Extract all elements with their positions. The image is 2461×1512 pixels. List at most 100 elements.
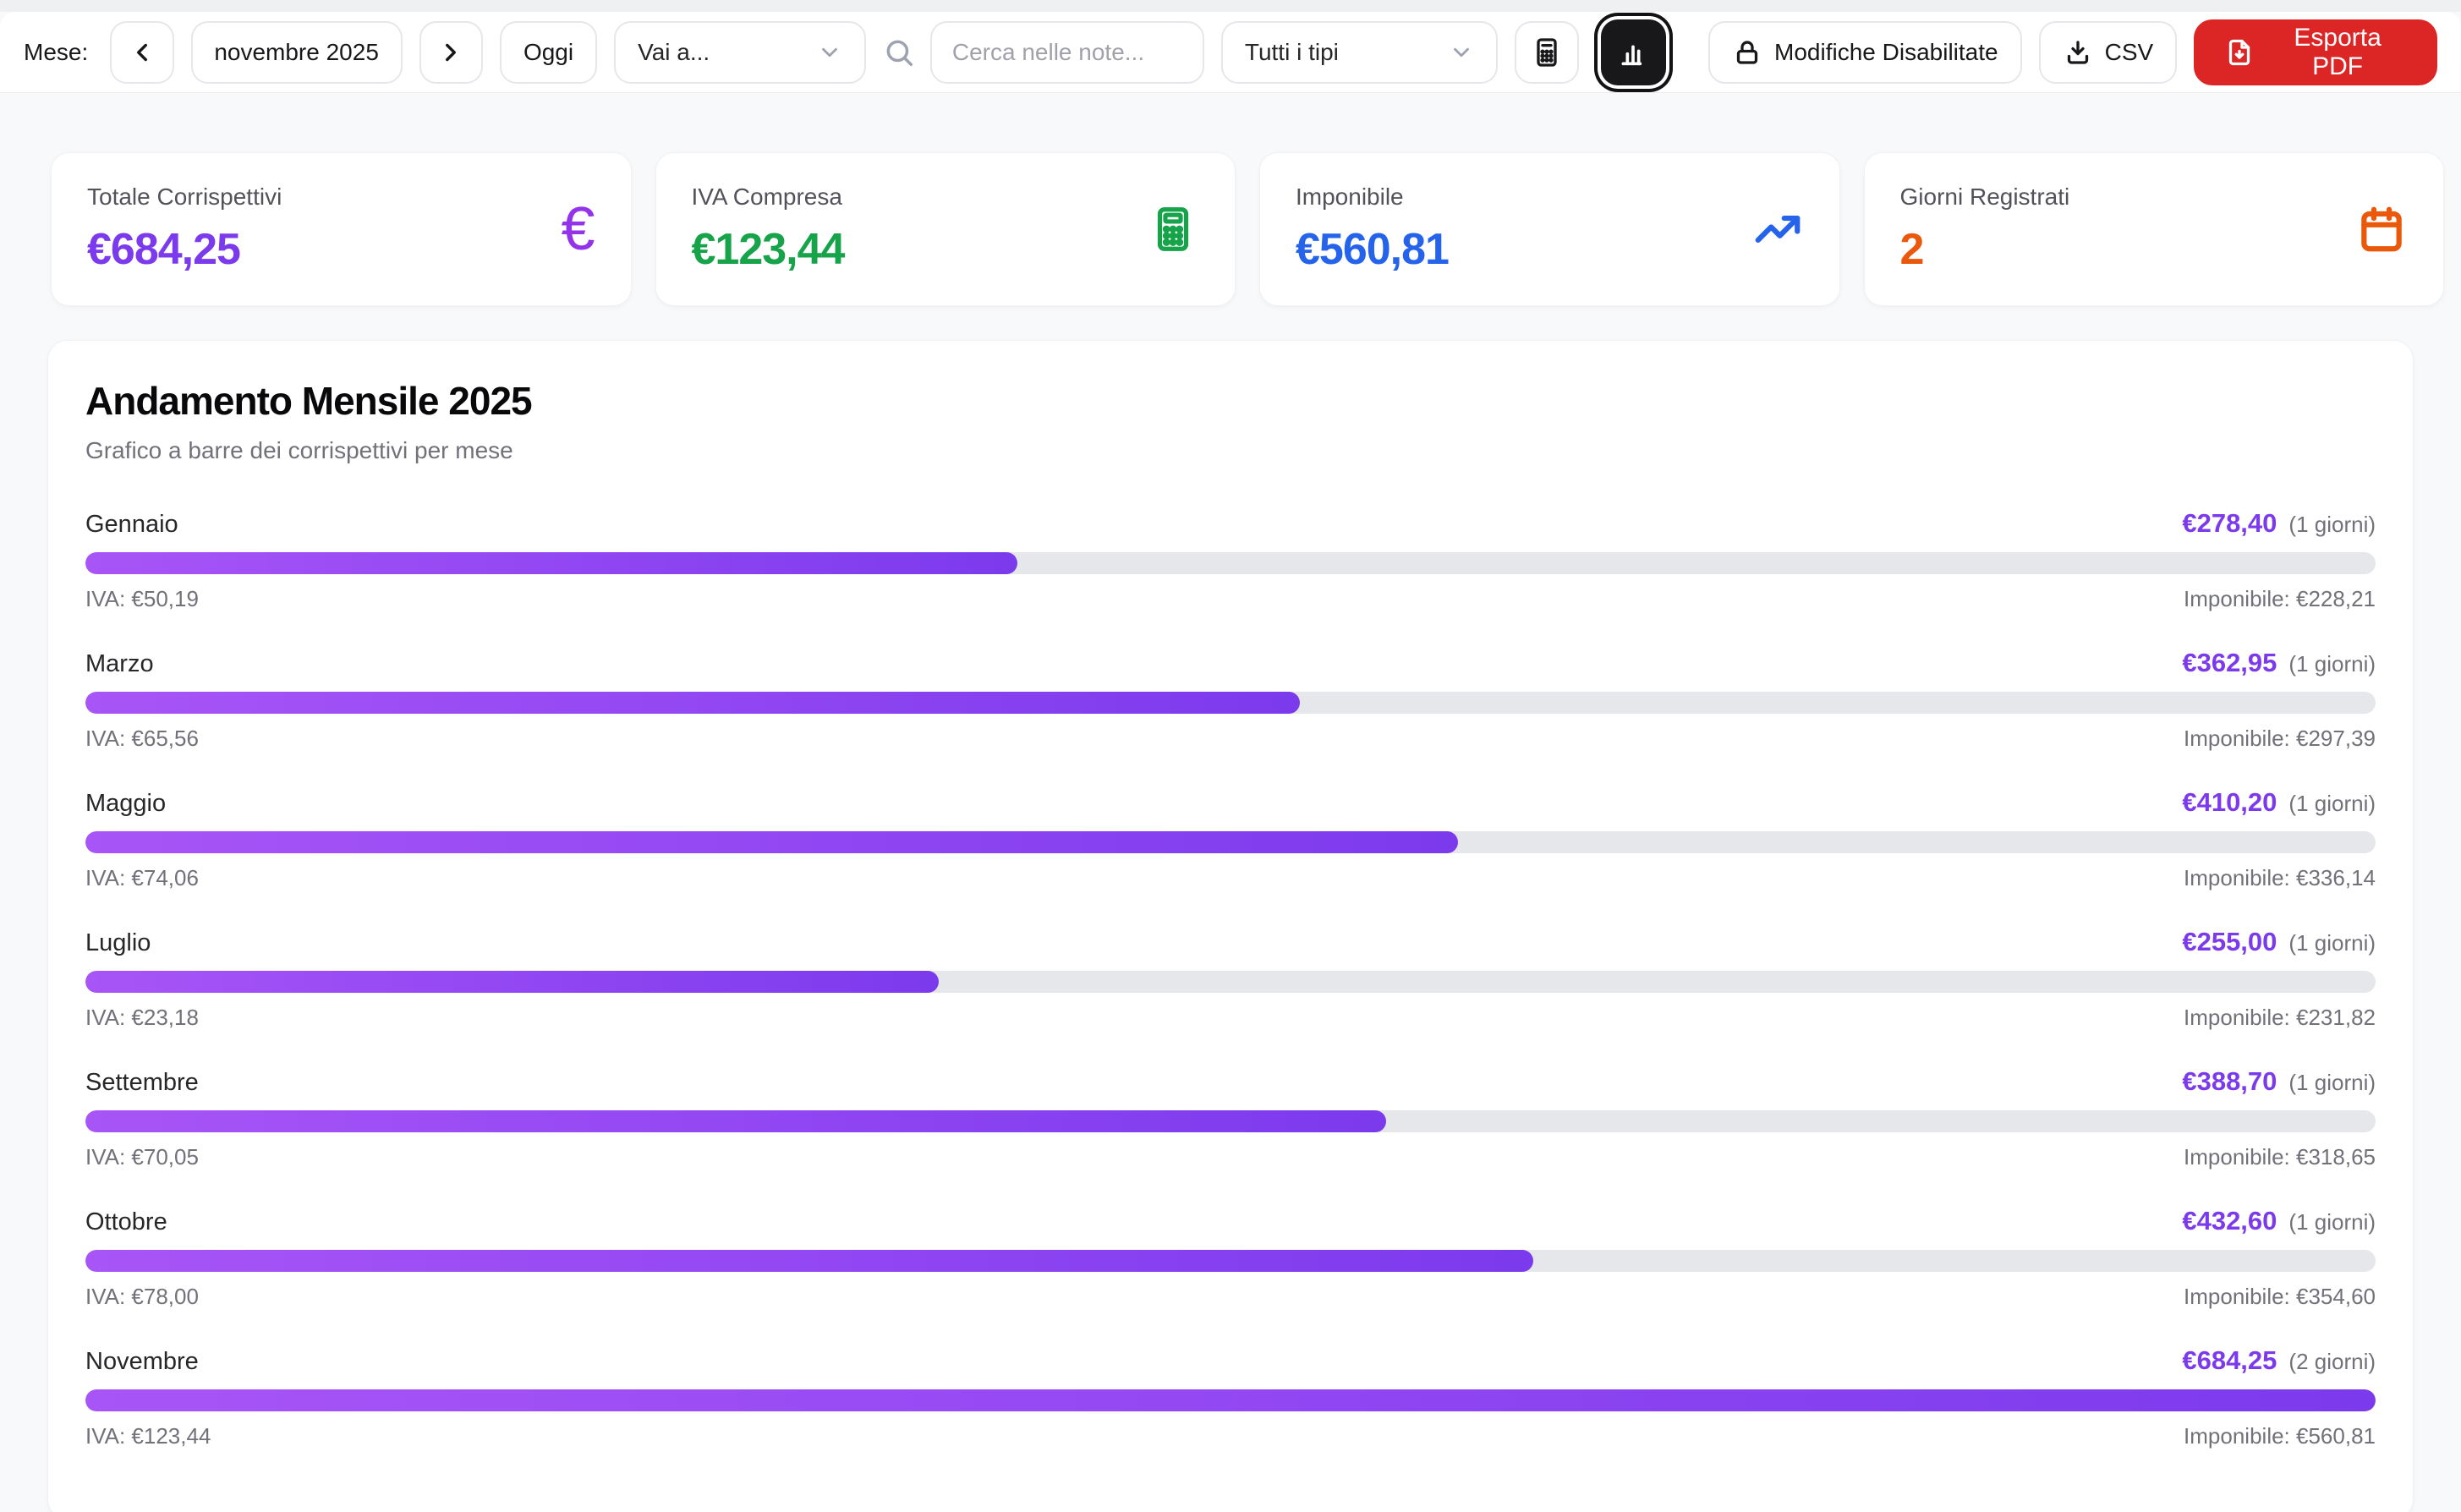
today-button[interactable]: Oggi bbox=[499, 20, 598, 84]
stat-card-totale: Totale Corrispettivi €684,25 € bbox=[51, 152, 632, 306]
chart-row: Gennaio €278,40 (1 giorni) IVA: €50,19 I… bbox=[85, 508, 2376, 612]
chart-row: Marzo €362,95 (1 giorni) IVA: €65,56 Imp… bbox=[85, 648, 2376, 752]
chart-subtitle: Grafico a barre dei corrispettivi per me… bbox=[85, 437, 513, 463]
bar-fill bbox=[85, 1110, 1387, 1132]
row-days-count: (1 giorni) bbox=[2288, 1209, 2376, 1235]
bar-track bbox=[85, 1389, 2376, 1411]
search-input[interactable] bbox=[929, 20, 1204, 84]
row-days-count: (1 giorni) bbox=[2288, 791, 2376, 816]
row-imponibile-value: Imponibile: €228,21 bbox=[2184, 586, 2376, 611]
stat-value: €560,81 bbox=[1296, 225, 1450, 274]
row-iva-value: IVA: €78,00 bbox=[85, 1284, 199, 1309]
bar-track bbox=[85, 1110, 2376, 1132]
current-month-display[interactable]: novembre 2025 bbox=[190, 20, 403, 84]
row-month-label: Maggio bbox=[85, 790, 167, 817]
search-area bbox=[883, 20, 1204, 84]
bar-fill bbox=[85, 1389, 2376, 1411]
euro-icon: € bbox=[561, 195, 595, 263]
chart-row: Ottobre €432,60 (1 giorni) IVA: €78,00 I… bbox=[85, 1206, 2376, 1310]
export-pdf-label: Esporta PDF bbox=[2294, 23, 2382, 80]
bar-track bbox=[85, 971, 2376, 993]
goto-select[interactable]: Vai a... bbox=[614, 20, 866, 84]
stat-value: €684,25 bbox=[87, 225, 241, 274]
stat-card-imponibile: Imponibile €560,81 bbox=[1259, 152, 1840, 306]
bar-rows: Gennaio €278,40 (1 giorni) IVA: €50,19 I… bbox=[85, 508, 2376, 1449]
row-days-count: (1 giorni) bbox=[2288, 651, 2376, 677]
row-amount: €255,00 bbox=[2182, 927, 2277, 956]
calculator-icon bbox=[1530, 36, 1564, 69]
chart-view-button-active[interactable] bbox=[1600, 19, 1667, 85]
bar-track bbox=[85, 692, 2376, 714]
row-amount: €278,40 bbox=[2182, 508, 2277, 538]
type-filter-select[interactable]: Tutti i tipi bbox=[1220, 20, 1499, 84]
bar-chart-icon bbox=[1616, 36, 1650, 69]
stat-value: €123,44 bbox=[691, 225, 846, 274]
search-icon bbox=[883, 36, 915, 68]
calculator-icon bbox=[1147, 203, 1199, 255]
bar-track bbox=[85, 1250, 2376, 1272]
row-iva-value: IVA: €70,05 bbox=[85, 1144, 199, 1170]
next-month-button[interactable] bbox=[419, 20, 483, 84]
chevron-down-icon bbox=[817, 40, 842, 65]
stat-label: Giorni Registrati bbox=[1899, 184, 2070, 210]
toolbar-right-group: Modifiche Disabilitate CSV Esporta PDF bbox=[1708, 19, 2438, 85]
row-month-label: Luglio bbox=[85, 929, 151, 956]
row-month-label: Novembre bbox=[85, 1348, 199, 1375]
row-iva-value: IVA: €65,56 bbox=[85, 726, 199, 751]
chart-row: Novembre €684,25 (2 giorni) IVA: €123,44… bbox=[85, 1345, 2376, 1449]
calendar-icon bbox=[2355, 203, 2408, 255]
row-days-count: (1 giorni) bbox=[2288, 930, 2376, 956]
row-days-count: (1 giorni) bbox=[2288, 512, 2376, 537]
row-iva-value: IVA: €123,44 bbox=[85, 1423, 211, 1449]
row-imponibile-value: Imponibile: €336,14 bbox=[2184, 865, 2376, 890]
row-month-label: Settembre bbox=[85, 1069, 199, 1096]
export-pdf-button[interactable]: Esporta PDF bbox=[2194, 19, 2438, 85]
row-iva-value: IVA: €23,18 bbox=[85, 1005, 199, 1030]
monthly-chart-card: Andamento Mensile 2025 Grafico a barre d… bbox=[47, 340, 2414, 1512]
chart-row: Settembre €388,70 (1 giorni) IVA: €70,05… bbox=[85, 1066, 2376, 1170]
chart-row: Luglio €255,00 (1 giorni) IVA: €23,18 Im… bbox=[85, 927, 2376, 1031]
row-iva-value: IVA: €74,06 bbox=[85, 865, 199, 890]
chevron-down-icon bbox=[1449, 40, 1474, 65]
stat-value: 2 bbox=[1899, 225, 1925, 274]
row-imponibile-value: Imponibile: €231,82 bbox=[2184, 1005, 2376, 1030]
stat-card-iva: IVA Compresa €123,44 bbox=[655, 152, 1236, 306]
calculator-view-button[interactable] bbox=[1515, 20, 1579, 84]
stat-label: IVA Compresa bbox=[691, 184, 842, 210]
row-amount: €410,20 bbox=[2182, 787, 2277, 817]
stats-row: Totale Corrispettivi €684,25 € IVA Compr… bbox=[51, 152, 2444, 306]
chart-row: Maggio €410,20 (1 giorni) IVA: €74,06 Im… bbox=[85, 787, 2376, 891]
edits-disabled-button[interactable]: Modifiche Disabilitate bbox=[1708, 20, 2022, 84]
row-amount: €684,25 bbox=[2182, 1345, 2277, 1375]
row-imponibile-value: Imponibile: €297,39 bbox=[2184, 726, 2376, 751]
row-imponibile-value: Imponibile: €560,81 bbox=[2184, 1423, 2376, 1449]
window-top-strip bbox=[0, 0, 2461, 12]
row-days-count: (1 giorni) bbox=[2288, 1070, 2376, 1095]
chart-title: Andamento Mensile 2025 bbox=[85, 379, 533, 423]
stat-label: Totale Corrispettivi bbox=[87, 184, 282, 210]
month-nav-label: Mese: bbox=[24, 38, 89, 65]
export-csv-label: CSV bbox=[2104, 38, 2154, 65]
bar-fill bbox=[85, 831, 1459, 853]
bar-track bbox=[85, 552, 2376, 574]
row-imponibile-value: Imponibile: €354,60 bbox=[2184, 1284, 2376, 1309]
type-filter-value: Tutti i tipi bbox=[1244, 38, 1339, 65]
lock-icon bbox=[1732, 37, 1762, 68]
stat-label: Imponibile bbox=[1296, 184, 1404, 210]
bar-fill bbox=[85, 1250, 1534, 1272]
prev-month-button[interactable] bbox=[110, 20, 174, 84]
row-month-label: Marzo bbox=[85, 650, 154, 677]
chevron-right-icon bbox=[436, 38, 465, 67]
row-month-label: Ottobre bbox=[85, 1208, 167, 1235]
chevron-left-icon bbox=[128, 38, 156, 67]
file-download-icon bbox=[2224, 37, 2255, 68]
row-iva-value: IVA: €50,19 bbox=[85, 586, 199, 611]
row-amount: €362,95 bbox=[2182, 648, 2277, 677]
row-month-label: Gennaio bbox=[85, 511, 178, 538]
bar-fill bbox=[85, 971, 940, 993]
bar-track bbox=[85, 831, 2376, 853]
bar-fill bbox=[85, 692, 1301, 714]
toolbar: Mese: novembre 2025 Oggi Vai a... Tutti … bbox=[0, 12, 2461, 93]
export-csv-button[interactable]: CSV bbox=[2038, 20, 2178, 84]
download-icon bbox=[2063, 37, 2093, 68]
